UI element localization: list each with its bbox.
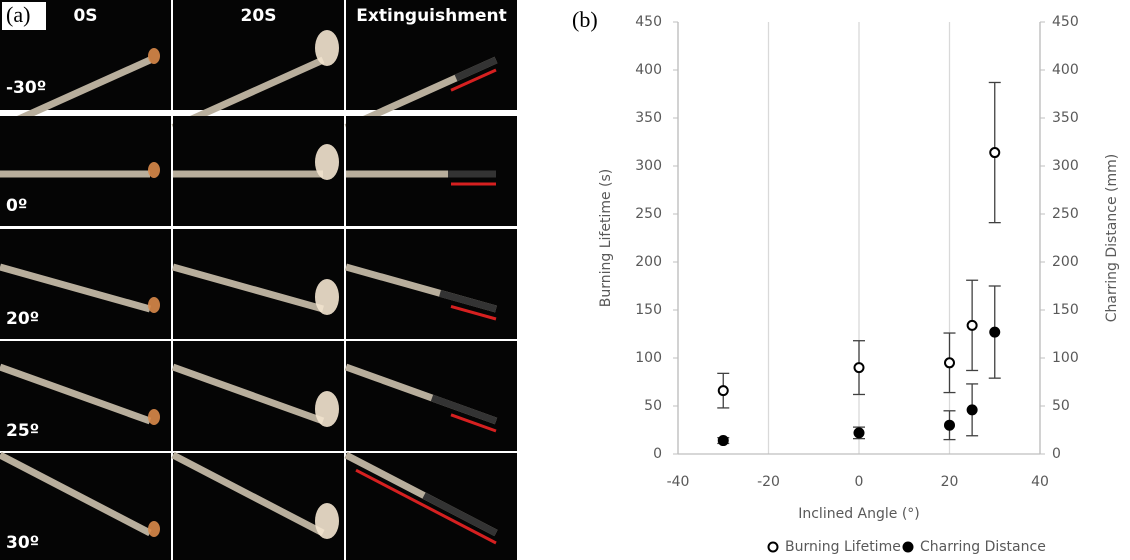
flame xyxy=(315,391,339,427)
legend-marker xyxy=(904,543,913,552)
y-tick-label: 250 xyxy=(635,206,662,222)
x-axis-label: Inclined Angle (°) xyxy=(798,506,920,522)
y2-tick-label: 200 xyxy=(1052,254,1079,270)
point xyxy=(855,363,864,372)
panel-label: (b) xyxy=(572,7,598,32)
photo xyxy=(346,229,517,339)
y2-tick-label: 250 xyxy=(1052,206,1079,222)
flame xyxy=(148,162,160,178)
y2-tick-label: 300 xyxy=(1052,158,1079,174)
y-tick-label: 150 xyxy=(635,302,662,318)
y-tick-label: 50 xyxy=(644,398,662,414)
point xyxy=(719,386,728,395)
photo xyxy=(173,229,344,339)
y2-tick-label: 50 xyxy=(1052,398,1070,414)
y2-axis-label: Charring Distance (mm) xyxy=(1104,154,1120,322)
row-label: -30º xyxy=(6,78,46,98)
column-header: 0S xyxy=(73,6,97,26)
y2-tick-label: 100 xyxy=(1052,350,1079,366)
flame xyxy=(148,297,160,313)
point xyxy=(855,428,864,437)
flame xyxy=(148,521,160,537)
point xyxy=(719,436,728,445)
point xyxy=(968,405,977,414)
legend-label: Charring Distance xyxy=(920,539,1046,555)
y2-tick-label: 450 xyxy=(1052,14,1079,30)
row-label: 0º xyxy=(6,196,27,216)
point xyxy=(945,358,954,367)
legend-marker xyxy=(769,543,778,552)
flame xyxy=(315,144,339,180)
point xyxy=(990,148,999,157)
row-label: 20º xyxy=(6,309,39,329)
y-axis-label: Burning Lifetime (s) xyxy=(598,169,614,308)
x-tick-label: 0 xyxy=(855,474,864,490)
y2-tick-label: 350 xyxy=(1052,110,1079,126)
x-tick-label: -20 xyxy=(757,474,780,490)
x-tick-label: -40 xyxy=(667,474,690,490)
legend-label: Burning Lifetime xyxy=(785,539,901,555)
figure: 0S 20S Extinguishment -30º 0º 20º 25º 30º (a) (b… xyxy=(0,0,1130,560)
flame xyxy=(315,30,339,66)
y2-tick-label: 150 xyxy=(1052,302,1079,318)
flame xyxy=(148,409,160,425)
y2-tick-label: 0 xyxy=(1052,446,1061,462)
x-tick-label: 40 xyxy=(1031,474,1049,490)
column-header: 20S xyxy=(241,6,277,26)
y-tick-label: 100 xyxy=(635,350,662,366)
point xyxy=(990,328,999,337)
y-tick-label: 350 xyxy=(635,110,662,126)
flame xyxy=(315,279,339,315)
y-tick-label: 200 xyxy=(635,254,662,270)
flame xyxy=(148,48,160,64)
point xyxy=(945,421,954,430)
y-tick-label: 0 xyxy=(653,446,662,462)
point xyxy=(968,321,977,330)
panel-a: 0S 20S Extinguishment -30º 0º 20º 25º 30º (a) xyxy=(0,0,517,560)
x-tick-label: 20 xyxy=(941,474,959,490)
flame xyxy=(315,503,339,539)
y-tick-label: 450 xyxy=(635,14,662,30)
row-label: 30º xyxy=(6,533,39,553)
y-tick-label: 300 xyxy=(635,158,662,174)
panel-label: (a) xyxy=(6,2,30,27)
column-header: Extinguishment xyxy=(356,6,506,26)
y2-tick-label: 400 xyxy=(1052,62,1079,78)
row-label: 25º xyxy=(6,421,39,441)
y-tick-label: 400 xyxy=(635,62,662,78)
